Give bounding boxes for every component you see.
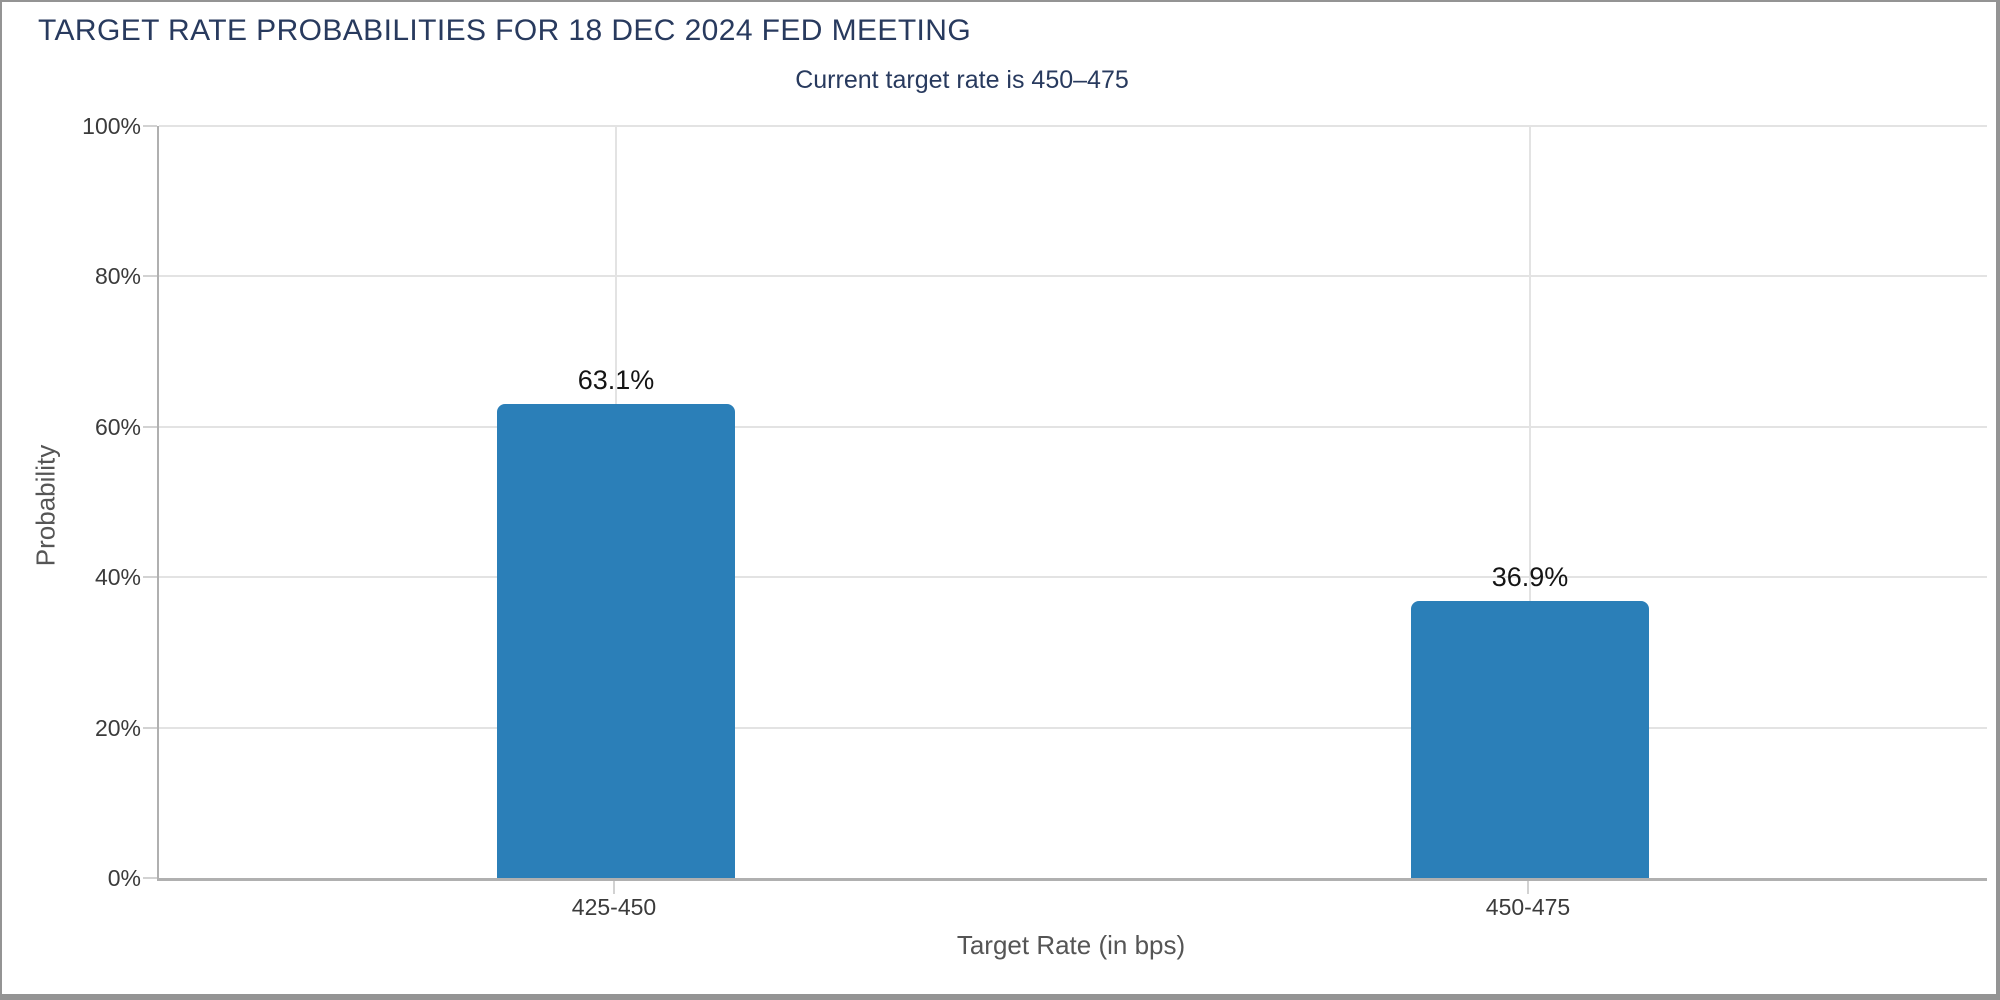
y-tick-label: 0%	[107, 865, 141, 891]
y-tick-label: 80%	[94, 263, 141, 290]
h-gridline	[159, 275, 1987, 278]
y-axis-tick	[143, 576, 157, 579]
chart-subtitle: Current target rate is 450–475	[795, 66, 1129, 94]
x-axis-title: Target Rate (in bps)	[956, 930, 1186, 960]
y-axis-title: Probability	[30, 444, 61, 567]
h-gridline	[159, 576, 1987, 579]
h-gridline	[159, 425, 1987, 428]
x-tick-label: 450-475	[1485, 894, 1571, 920]
bars-layer: 63.1% 36.9%	[159, 126, 1987, 878]
bar-value-label: 36.9%	[1491, 561, 1569, 592]
y-axis-tick	[143, 125, 157, 127]
h-gridline	[159, 125, 1987, 127]
h-gridline	[159, 726, 1987, 729]
y-axis-tick	[143, 425, 157, 428]
y-tick-label: 100%	[82, 113, 141, 139]
y-tick-label: 20%	[94, 714, 141, 741]
plot-area: 63.1% 36.9%	[157, 125, 1987, 881]
chart-title: TARGET RATE PROBABILITIES FOR 18 DEC 202…	[38, 14, 972, 47]
x-axis-tick	[613, 881, 615, 894]
y-axis-tick	[143, 275, 157, 278]
bar-450-475	[1411, 600, 1649, 878]
x-tick-label: 425-450	[571, 894, 657, 920]
v-gridline	[1529, 126, 1531, 878]
bar-425-450	[497, 403, 735, 878]
bar-value-label: 63.1%	[577, 364, 655, 395]
x-axis-tick	[1527, 881, 1529, 894]
y-tick-label: 60%	[94, 413, 141, 440]
y-axis-tick	[143, 726, 157, 729]
y-tick-label: 40%	[94, 564, 141, 591]
y-axis-tick	[143, 877, 157, 879]
